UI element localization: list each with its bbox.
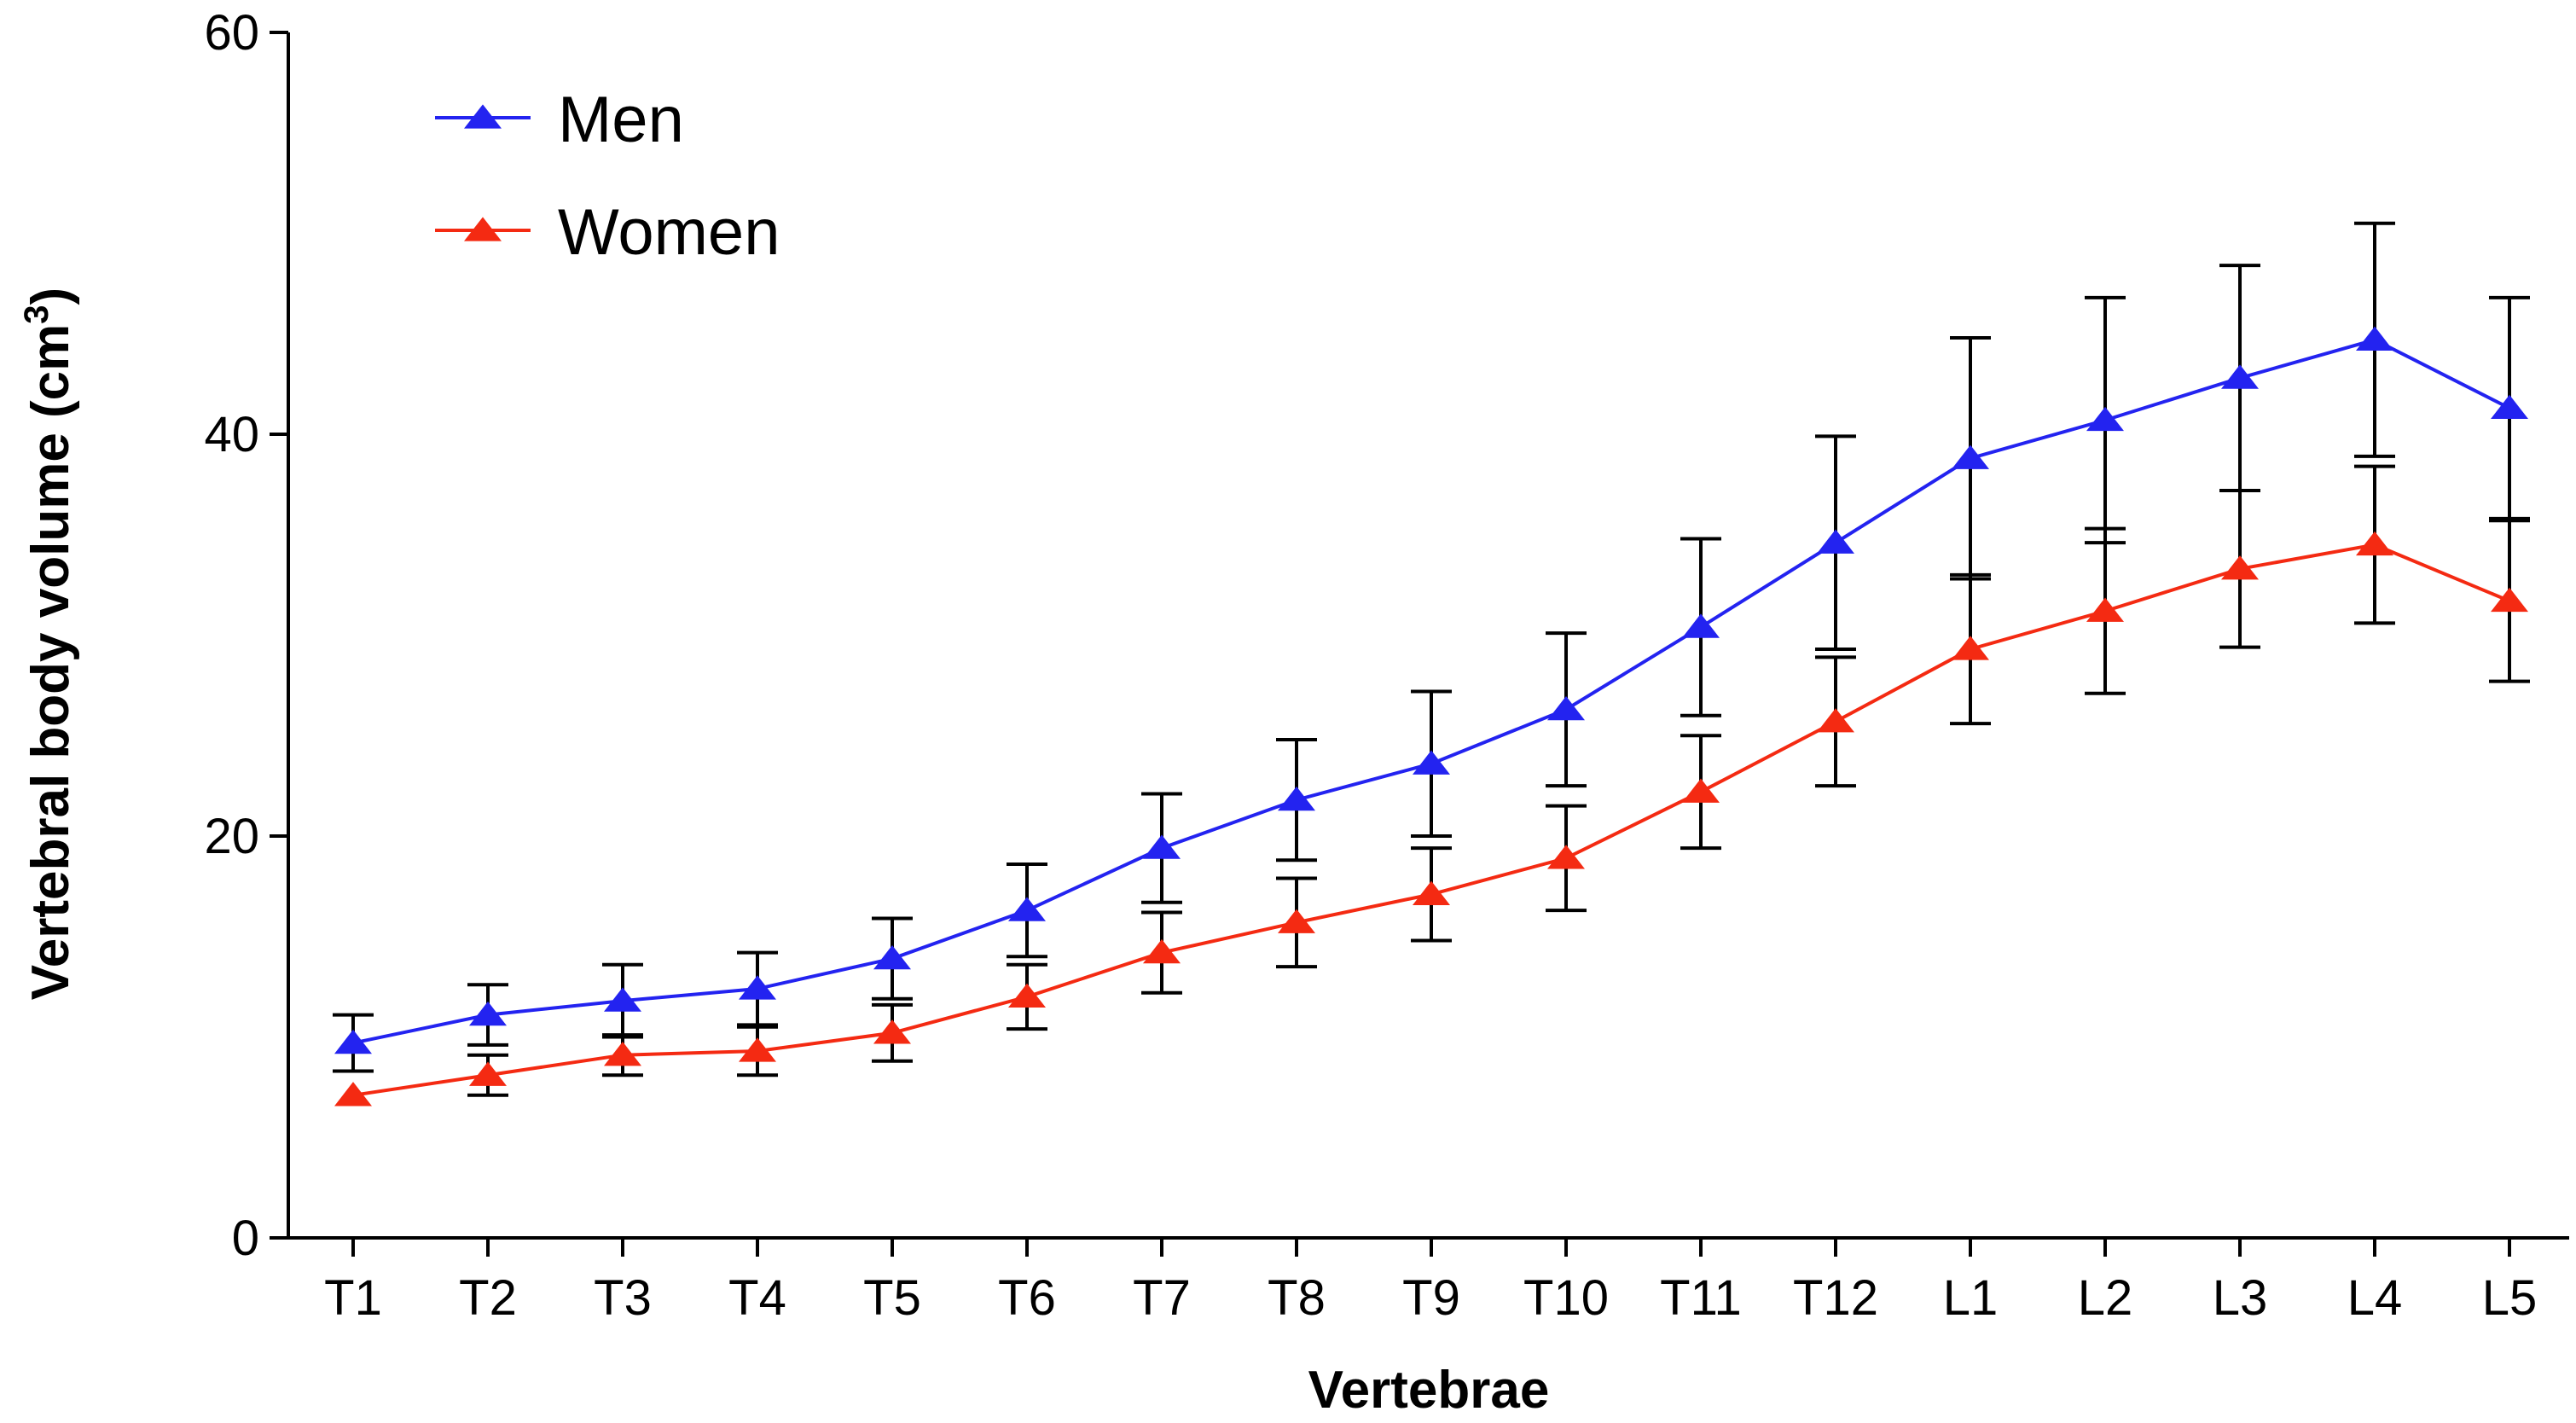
y-axis-title-superscript: 3 — [18, 305, 55, 323]
data-point-women — [1143, 938, 1181, 964]
data-point-men — [1817, 529, 1854, 554]
data-point-men — [1008, 897, 1046, 921]
legend-item-men: Men — [435, 84, 684, 156]
data-point-women — [604, 1042, 641, 1066]
x-tick-label: T3 — [594, 1270, 652, 1326]
x-tick-label: T9 — [1402, 1270, 1460, 1326]
x-tick-label: T2 — [459, 1270, 517, 1326]
data-point-women — [1413, 880, 1450, 905]
x-tick-label: T10 — [1523, 1270, 1609, 1326]
x-axis-title: Vertebrae — [1308, 1361, 1550, 1420]
legend-marker-women — [464, 217, 502, 241]
data-point-men — [873, 944, 911, 970]
x-axis-ticks: T1 T2 T3 T4 T5 T6 T7 T8 T9 T10 T11 T12 L1 L2 L3 L4 L5 — [324, 1238, 2537, 1326]
data-point-women — [1008, 983, 1046, 1008]
data-point-women — [1682, 778, 1720, 803]
data-point-men — [739, 975, 776, 1000]
data-point-men — [1278, 786, 1315, 811]
data-point-women — [469, 1061, 507, 1086]
x-tick-label: L1 — [1943, 1270, 1999, 1326]
y-axis-ticks: 0 20 40 60 — [204, 5, 288, 1266]
data-point-women — [2491, 587, 2528, 613]
y-tick-label: 0 — [232, 1211, 259, 1266]
x-tick-label: T8 — [1268, 1270, 1326, 1326]
x-tick-label: L4 — [2347, 1270, 2403, 1326]
legend-label-men: Men — [558, 84, 684, 156]
data-point-women — [2356, 531, 2393, 556]
x-tick-label: L2 — [2078, 1270, 2133, 1326]
y-tick-label: 40 — [204, 407, 259, 462]
x-tick-label: T1 — [324, 1270, 382, 1326]
axes — [287, 32, 2569, 1240]
x-tick-label: L3 — [2213, 1270, 2268, 1326]
data-point-men — [1413, 750, 1450, 775]
series-group — [334, 326, 2528, 1106]
legend-marker-men — [464, 104, 502, 129]
data-point-men — [334, 1029, 372, 1054]
data-point-women — [1952, 636, 1989, 660]
data-point-men — [1143, 834, 1181, 859]
y-axis-title: Vertebral body volume (cm3) — [18, 288, 80, 1000]
data-point-men — [1547, 695, 1585, 721]
y-tick-label: 60 — [204, 5, 259, 61]
legend: Men Women — [435, 84, 780, 269]
data-point-men — [2356, 326, 2393, 351]
data-point-women — [2086, 597, 2124, 622]
x-tick-label: T11 — [1660, 1270, 1742, 1326]
data-point-men — [2491, 394, 2528, 420]
y-axis-title-close: ) — [21, 288, 80, 305]
y-axis-title-main: Vertebral body volume (cm — [21, 324, 80, 1000]
data-point-men — [469, 1001, 507, 1026]
data-point-men — [1682, 613, 1720, 638]
data-point-men — [1952, 444, 1989, 469]
data-point-women — [2221, 555, 2259, 580]
series-women — [334, 531, 2528, 1106]
data-point-women — [1278, 909, 1315, 933]
x-tick-label: T4 — [728, 1270, 786, 1326]
error-bars — [333, 221, 2530, 1097]
data-point-men — [2221, 364, 2259, 389]
x-tick-label: T5 — [863, 1270, 921, 1326]
x-tick-label: T7 — [1133, 1270, 1191, 1326]
x-tick-label: T12 — [1793, 1270, 1878, 1326]
legend-label-women: Women — [558, 196, 780, 269]
legend-item-women: Women — [435, 196, 780, 269]
data-point-women — [334, 1082, 372, 1106]
data-point-women — [873, 1019, 911, 1044]
data-point-women — [1817, 708, 1854, 733]
x-tick-label: L5 — [2482, 1270, 2538, 1326]
series-men — [334, 326, 2528, 1054]
y-tick-label: 20 — [204, 809, 259, 864]
x-tick-label: T6 — [998, 1270, 1056, 1326]
data-point-men — [604, 987, 641, 1012]
data-point-women — [1547, 845, 1585, 869]
data-point-men — [2086, 406, 2124, 432]
data-point-women — [739, 1037, 776, 1062]
